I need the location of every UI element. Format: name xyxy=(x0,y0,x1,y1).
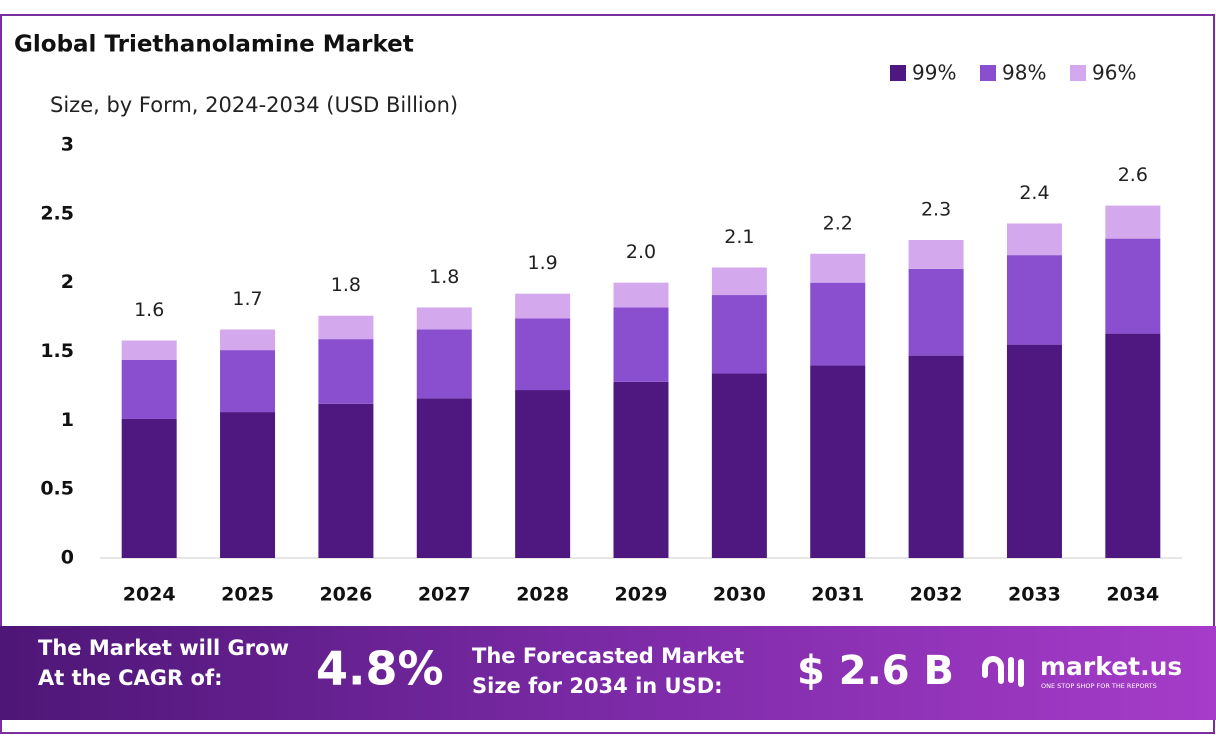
bar-segment xyxy=(220,350,276,413)
bar-segment xyxy=(613,307,669,382)
chart-subtitle: Size, by Form, 2024-2034 (USD Billion) xyxy=(50,93,458,117)
bar-segment xyxy=(318,403,374,558)
x-tick-label: 2030 xyxy=(713,584,766,606)
x-tick-label: 2027 xyxy=(418,584,471,606)
chart-title: Global Triethanolamine Market xyxy=(14,32,414,58)
legend-swatch xyxy=(980,65,996,81)
bar-segment xyxy=(121,418,177,558)
bar-segment xyxy=(1006,344,1062,558)
bar-segment xyxy=(711,295,767,374)
footer: The Market will Grow At the CAGR of: 4.8… xyxy=(38,636,1182,698)
cagr-text: The Market will Grow xyxy=(38,636,289,660)
y-tick-label: 0 xyxy=(61,547,74,569)
x-tick-label: 2028 xyxy=(516,584,569,606)
legend-label: 99% xyxy=(912,61,956,85)
bar-segment xyxy=(1105,205,1161,239)
x-tick-label: 2033 xyxy=(1008,584,1061,606)
brand: market.us xyxy=(1040,652,1182,681)
bar-segment xyxy=(1105,238,1161,334)
bar-segment xyxy=(318,315,374,340)
total-label: 2.1 xyxy=(724,226,754,248)
bar-segment xyxy=(613,282,669,308)
y-tick-label: 2 xyxy=(61,271,74,293)
bar-segment xyxy=(416,329,472,399)
brand-logo xyxy=(982,656,1024,687)
legend-swatch xyxy=(1070,65,1086,81)
cagr-text: At the CAGR of: xyxy=(38,666,223,690)
y-tick-label: 3 xyxy=(61,134,74,156)
bar-segment xyxy=(220,329,276,351)
forecast-text: Size for 2034 in USD: xyxy=(472,674,723,698)
bar-segment xyxy=(515,293,571,319)
bar-segment xyxy=(908,268,964,356)
y-tick-label: 1.5 xyxy=(40,340,74,362)
x-tick-label: 2032 xyxy=(910,584,963,606)
cagr-value: 4.8% xyxy=(316,642,444,696)
bar-segment xyxy=(416,307,472,330)
total-label: 2.4 xyxy=(1019,182,1049,204)
total-label: 2.3 xyxy=(921,198,951,220)
bar-segment xyxy=(810,253,866,283)
bar-segment xyxy=(220,412,276,558)
total-label: 2.0 xyxy=(626,241,656,263)
x-tick-label: 2025 xyxy=(221,584,274,606)
legend-label: 98% xyxy=(1002,61,1046,85)
x-tick-label: 2031 xyxy=(811,584,864,606)
y-tick-label: 0.5 xyxy=(40,478,74,500)
bar-segment xyxy=(121,359,177,419)
total-label: 1.6 xyxy=(134,299,164,321)
total-label: 2.2 xyxy=(823,212,853,234)
legend-label: 96% xyxy=(1092,61,1136,85)
x-tick-label: 2024 xyxy=(123,584,176,606)
y-tick-label: 2.5 xyxy=(40,202,74,224)
x-tick-label: 2034 xyxy=(1106,584,1159,606)
total-label: 1.9 xyxy=(528,252,558,274)
legend-swatch xyxy=(890,65,906,81)
bar-segment xyxy=(810,282,866,366)
bar-segment xyxy=(810,365,866,558)
x-tick-label: 2029 xyxy=(615,584,668,606)
bar-segment xyxy=(908,239,964,269)
bar-segment xyxy=(1105,333,1161,558)
bar-segment xyxy=(908,355,964,558)
total-label: 1.8 xyxy=(331,274,361,296)
bar-segment xyxy=(416,398,472,558)
forecast-text: The Forecasted Market xyxy=(472,644,744,668)
bar-segment xyxy=(515,318,571,391)
total-label: 2.6 xyxy=(1118,164,1148,186)
bar-segment xyxy=(1006,223,1062,256)
forecast-value: $ 2.6 B xyxy=(797,648,954,694)
y-tick-label: 1 xyxy=(61,409,74,431)
bar-segment xyxy=(711,267,767,296)
bar-segment xyxy=(613,381,669,558)
tagline: ONE STOP SHOP FOR THE REPORTS xyxy=(1041,682,1157,690)
bar-segment xyxy=(318,339,374,404)
x-tick-label: 2026 xyxy=(319,584,372,606)
total-label: 1.7 xyxy=(232,288,262,310)
bar-segment xyxy=(515,390,571,558)
bar-segment xyxy=(121,340,177,360)
bar-segment xyxy=(711,373,767,558)
total-label: 1.8 xyxy=(429,266,459,288)
bar-segment xyxy=(1006,255,1062,345)
